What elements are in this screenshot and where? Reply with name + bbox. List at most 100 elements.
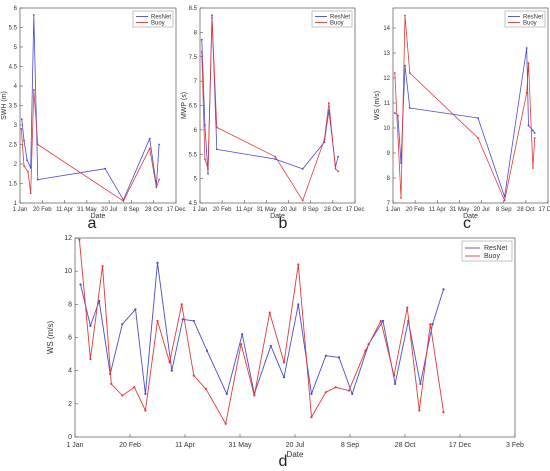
y-tick-label: 4.5 [9, 65, 18, 71]
data-point-buoy [224, 422, 227, 425]
panel-b: 1 Jan 20 Feb 11 Apr 31 May 20 Jul 8 Sep 28 Oct… [181, 6, 365, 232]
data-point-resnet [156, 261, 159, 264]
data-point-resnet [192, 319, 195, 323]
data-point-resnet [211, 14, 213, 17]
legend-label-buoy: Buoy [484, 253, 500, 260]
x-tick-label: 11 Apr [429, 207, 446, 213]
x-tick-label: 8 Sep [303, 207, 319, 213]
data-point-resnet [36, 178, 39, 181]
x-axis-label: Date [463, 213, 478, 220]
x-tick-label: 20 Feb [119, 442, 141, 449]
data-point-buoy [192, 374, 195, 377]
panel-a: 1 Jan 20 Feb 11 Apr 31 May 20 Jul 8 Sep 28 Oct… [1, 6, 186, 232]
data-point-buoy [121, 394, 124, 397]
x-tick-label: 8 Sep [341, 442, 359, 449]
legend-box [311, 10, 353, 28]
data-point-resnet [408, 107, 411, 109]
x-tick-label: 28 Oct [395, 442, 416, 449]
x-tick-label: 1 Jan [66, 442, 83, 449]
panel-letter: b [279, 215, 288, 232]
data-point-resnet [337, 155, 340, 158]
y-tick-label: 11 [384, 101, 391, 107]
x-tick-label: 1 Jan [13, 207, 28, 213]
data-point-buoy [274, 155, 277, 158]
panel-letter: d [279, 453, 288, 470]
data-point-resnet [393, 112, 396, 114]
x-axis-label: Date [287, 450, 304, 459]
x-tick-label: 20 Jul [286, 442, 305, 449]
data-point-buoy [29, 192, 32, 195]
data-point-buoy [324, 391, 327, 394]
data-point-buoy [36, 143, 39, 146]
data-point-resnet [121, 323, 124, 326]
y-tick-label: 8.5 [189, 6, 198, 12]
data-point-resnet [297, 303, 300, 306]
data-point-buoy [392, 374, 396, 377]
data-point-buoy [110, 382, 113, 386]
data-point-buoy [282, 361, 286, 364]
data-point-resnet [381, 319, 385, 323]
legend-label-buoy: Buoy [151, 21, 165, 27]
y-axis-label: WS (m/s) [46, 321, 55, 355]
data-point-buoy [207, 167, 209, 170]
data-point-buoy [156, 319, 159, 323]
y-tick-label: 2 [68, 401, 72, 408]
y-tick-label: 7 [194, 79, 198, 85]
x-axis-label: Date [270, 213, 285, 220]
data-point-buoy [122, 200, 125, 202]
plot-area [392, 7, 549, 204]
data-point-buoy [148, 147, 151, 150]
data-point-buoy [379, 319, 382, 323]
x-tick-label: 17 Dec [345, 207, 364, 213]
y-tick-label: 7.5 [189, 55, 198, 61]
data-point-resnet [203, 124, 206, 126]
legend-label-resnet: ResNet [330, 15, 350, 21]
x-tick-label: 20 Feb [406, 207, 425, 213]
data-point-buoy [78, 238, 81, 241]
x-tick-label: 31 May [450, 207, 470, 213]
data-point-resnet [442, 288, 445, 291]
data-point-resnet [337, 356, 341, 359]
legend-label-buoy: Buoy [523, 21, 537, 27]
data-point-resnet [310, 392, 313, 395]
series-line-buoy [20, 89, 160, 202]
data-point-buoy [429, 323, 432, 326]
data-point-buoy [408, 72, 411, 74]
data-point-resnet [26, 159, 29, 162]
data-point-resnet [431, 323, 434, 326]
x-tick-label: 11 Apr [175, 442, 195, 449]
data-point-buoy [310, 416, 313, 419]
x-tick-label: 28 Oct [324, 207, 342, 213]
data-point-resnet [274, 158, 277, 161]
data-point-buoy [477, 137, 479, 139]
x-tick-label: 1 Jan [193, 207, 208, 213]
y-tick-label: 5 [194, 177, 198, 183]
y-axis-label: MWP (s) [181, 92, 188, 119]
y-tick-label: 6 [194, 128, 198, 134]
legend-label-buoy: Buoy [330, 21, 344, 27]
data-point-buoy [533, 137, 536, 139]
y-tick-label: 10 [383, 126, 390, 132]
y-tick-label: 1 [14, 201, 18, 207]
x-axis-label: Date [91, 213, 106, 220]
y-tick-label: 8 [387, 176, 391, 182]
data-point-resnet [215, 148, 218, 151]
data-point-resnet [477, 117, 479, 119]
data-point-resnet [181, 318, 184, 321]
x-tick-label: 20 Feb [213, 207, 232, 213]
data-point-resnet [532, 129, 534, 132]
data-point-buoy [323, 138, 326, 141]
y-tick-label: 13 [383, 51, 390, 57]
data-point-buoy [532, 167, 534, 169]
data-point-resnet [533, 132, 536, 134]
data-point-buoy [268, 311, 271, 314]
x-tick-label: 20 Jul [101, 207, 117, 213]
data-point-buoy [334, 167, 337, 170]
data-point-buoy [442, 411, 445, 414]
y-tick-label: 3 [14, 123, 18, 129]
data-point-resnet [269, 344, 272, 347]
